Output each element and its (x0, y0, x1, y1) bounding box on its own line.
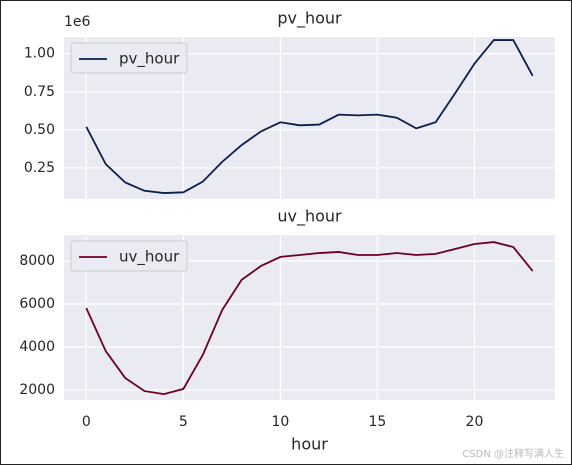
line-series (85, 39, 534, 194)
line-series (85, 241, 534, 396)
y-tick-label: 0.50 (24, 122, 55, 138)
y-tick-label: 2000 (19, 382, 55, 398)
chart-title: pv_hour (277, 9, 342, 29)
y-offset-label: 1e6 (64, 14, 91, 30)
x-tick-label: 20 (466, 414, 484, 430)
y-tick-label: 0.25 (24, 160, 55, 176)
x-tick-label: 10 (271, 414, 289, 430)
x-tick-label: 0 (82, 414, 91, 430)
x-tick-label: 5 (179, 414, 188, 430)
x-tick-label: 15 (369, 414, 387, 430)
y-tick-label: 1.00 (24, 46, 55, 62)
y-tick-label: 6000 (19, 296, 55, 312)
legend-box (70, 240, 188, 272)
y-tick-label: 4000 (19, 339, 55, 355)
chart-title: uv_hour (277, 207, 342, 227)
y-tick-label: 0.75 (24, 84, 55, 100)
legend-label: uv_hour (119, 248, 180, 267)
watermark: CSDN @注释写满人生 (462, 447, 564, 460)
x-axis-label: hour (291, 435, 328, 454)
y-tick-label: 8000 (19, 253, 55, 269)
legend-label: pv_hour (119, 50, 180, 69)
legend-box (70, 42, 188, 74)
